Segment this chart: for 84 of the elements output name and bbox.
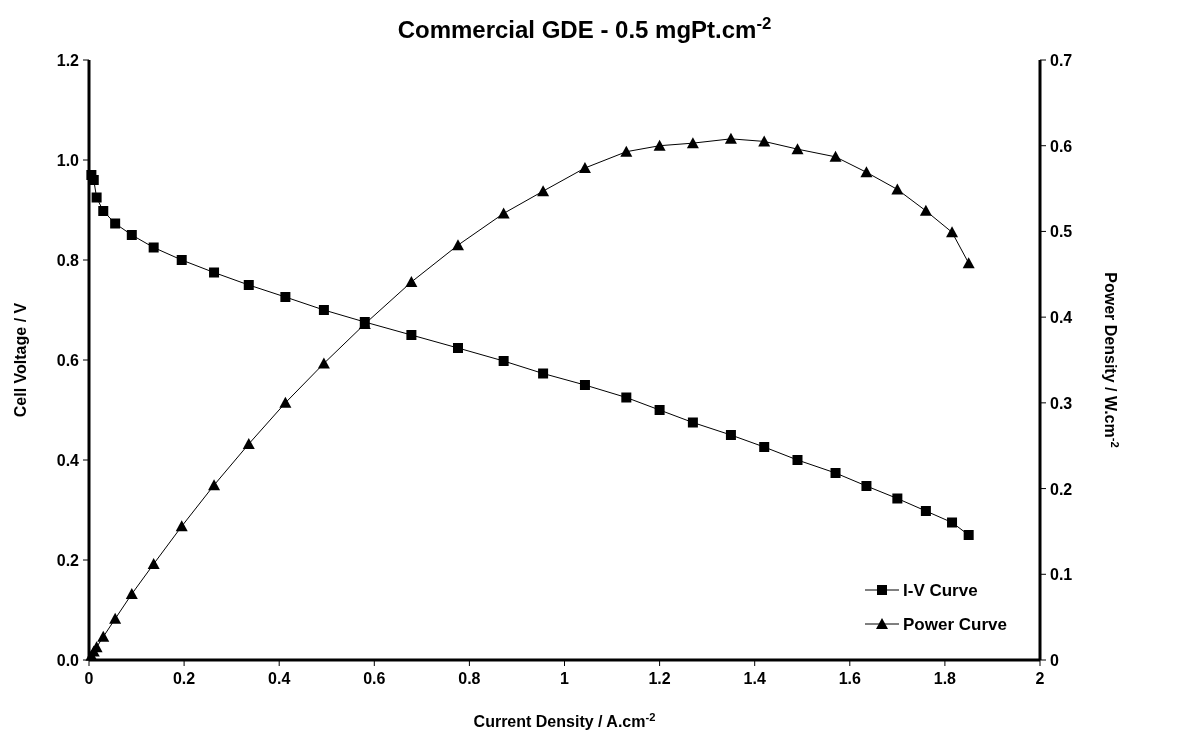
point <box>110 218 121 229</box>
x-tick-label: 0.2 <box>172 670 196 687</box>
point <box>280 292 291 302</box>
point <box>920 506 931 516</box>
point <box>317 357 330 369</box>
point <box>687 417 698 428</box>
y-tick-label: 0.8 <box>56 252 80 269</box>
point <box>919 204 932 216</box>
x-tick-label: 1.8 <box>933 670 957 687</box>
point <box>946 226 959 238</box>
point <box>209 267 220 278</box>
chart-title: Commercial GDE - 0.5 mgPt.cm$^{-2}$ <box>397 13 772 43</box>
point <box>451 239 464 251</box>
point <box>176 255 187 265</box>
x-tick-label: 1 <box>560 670 570 687</box>
point <box>147 558 160 569</box>
x-tick-label: 0.4 <box>268 670 291 687</box>
point <box>452 343 463 353</box>
point <box>759 442 770 452</box>
point <box>725 430 736 440</box>
point <box>892 493 903 504</box>
point <box>963 530 974 540</box>
point <box>891 183 904 195</box>
point <box>279 396 292 408</box>
y-tick-label: 0.4 <box>56 452 80 469</box>
x-tick-label: 1.4 <box>743 670 766 687</box>
point <box>98 206 109 216</box>
y2-tick-label: 0.6 <box>1050 137 1073 155</box>
y2-tick-label: 0 <box>1050 652 1059 669</box>
point <box>860 166 873 178</box>
point <box>654 405 665 415</box>
x-tick-label: 0.6 <box>363 670 386 687</box>
point <box>537 185 550 197</box>
y2-tick-label: 0.2 <box>1050 480 1073 498</box>
point <box>792 455 803 465</box>
point <box>758 135 771 147</box>
x-tick-label: 1.6 <box>838 670 862 687</box>
point <box>791 143 804 155</box>
point <box>620 145 633 157</box>
point <box>962 257 975 269</box>
point <box>242 438 255 449</box>
y2-tick-label: 0.3 <box>1050 394 1073 412</box>
y2-tick-label: 0.4 <box>1050 309 1073 327</box>
point <box>538 368 549 379</box>
point <box>318 305 329 315</box>
y-tick-label: 1.0 <box>56 152 80 169</box>
point <box>97 630 110 642</box>
y-tick-label: 0.0 <box>56 652 80 669</box>
y2-tick-label: 0.7 <box>1050 52 1073 69</box>
point <box>498 356 509 366</box>
point <box>947 517 958 528</box>
point <box>91 192 102 203</box>
point <box>497 207 510 219</box>
y2-tick-label: 0.1 <box>1050 566 1073 584</box>
point <box>686 137 699 149</box>
legend-label: Power Curve <box>903 615 1007 634</box>
point <box>243 280 254 290</box>
point <box>829 150 842 162</box>
x-tick-label: 1.2 <box>648 670 671 687</box>
point <box>208 479 221 491</box>
point <box>126 230 137 240</box>
point <box>175 520 188 532</box>
point <box>830 468 841 478</box>
y2-tick-label: 0.5 <box>1050 223 1073 241</box>
point <box>406 330 417 340</box>
point <box>579 380 590 390</box>
x-tick-label: 0 <box>84 670 94 687</box>
point <box>724 132 737 144</box>
point <box>578 162 591 173</box>
point <box>148 242 159 253</box>
point <box>125 588 138 599</box>
point <box>861 481 872 491</box>
y-tick-label: 0.6 <box>56 352 80 369</box>
y-tick-label: 1.2 <box>56 52 80 69</box>
y-tick-label: 0.2 <box>56 552 80 569</box>
x-tick-label: 2 <box>1035 670 1045 687</box>
x-tick-label: 0.8 <box>458 670 481 687</box>
x-axis-title: Current Density / A.cm$^{-2}$ <box>473 711 656 730</box>
y-axis-title: Cell Voltage / V <box>12 302 29 418</box>
point <box>405 276 418 287</box>
point <box>653 139 666 151</box>
point <box>109 612 122 624</box>
point <box>621 392 632 403</box>
legend-label: I-V Curve <box>903 581 978 600</box>
